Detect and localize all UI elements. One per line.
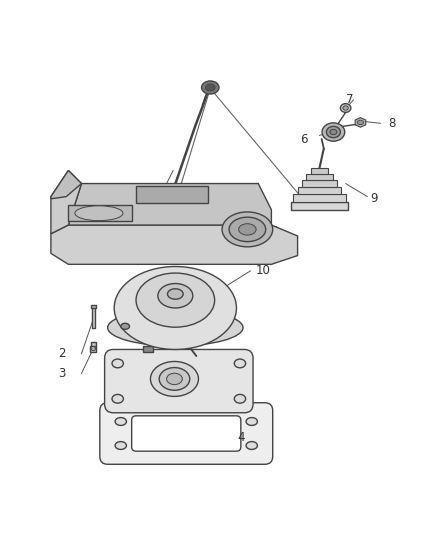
Ellipse shape bbox=[136, 273, 215, 327]
Text: 4: 4 bbox=[237, 431, 244, 444]
Ellipse shape bbox=[357, 120, 364, 125]
Ellipse shape bbox=[222, 212, 273, 247]
Ellipse shape bbox=[91, 346, 95, 351]
Ellipse shape bbox=[246, 441, 258, 449]
Ellipse shape bbox=[150, 361, 198, 397]
Text: 5: 5 bbox=[156, 190, 164, 203]
Ellipse shape bbox=[234, 359, 246, 368]
Polygon shape bbox=[306, 174, 332, 180]
Text: 9: 9 bbox=[370, 192, 378, 205]
Ellipse shape bbox=[322, 123, 345, 141]
Ellipse shape bbox=[115, 417, 127, 425]
Ellipse shape bbox=[234, 394, 246, 403]
Ellipse shape bbox=[112, 359, 124, 368]
Ellipse shape bbox=[108, 309, 243, 346]
Ellipse shape bbox=[121, 323, 130, 329]
Bar bbox=[91, 343, 96, 346]
Text: 8: 8 bbox=[388, 117, 395, 130]
Polygon shape bbox=[297, 187, 341, 195]
Polygon shape bbox=[51, 225, 297, 264]
Polygon shape bbox=[355, 118, 366, 127]
Bar bbox=[92, 306, 95, 328]
Text: 12: 12 bbox=[105, 251, 120, 264]
FancyBboxPatch shape bbox=[105, 350, 253, 413]
Ellipse shape bbox=[229, 217, 266, 241]
Bar bbox=[91, 305, 96, 309]
FancyBboxPatch shape bbox=[100, 403, 273, 464]
Ellipse shape bbox=[114, 266, 237, 350]
Ellipse shape bbox=[166, 373, 182, 385]
Text: 10: 10 bbox=[255, 264, 270, 277]
Ellipse shape bbox=[246, 417, 258, 425]
Ellipse shape bbox=[115, 441, 127, 449]
Polygon shape bbox=[51, 171, 81, 199]
Ellipse shape bbox=[330, 130, 337, 135]
Ellipse shape bbox=[201, 81, 219, 94]
Ellipse shape bbox=[340, 103, 351, 112]
Text: 6: 6 bbox=[300, 133, 308, 147]
Polygon shape bbox=[136, 185, 208, 203]
Polygon shape bbox=[68, 205, 132, 221]
Ellipse shape bbox=[326, 126, 340, 138]
Polygon shape bbox=[291, 202, 348, 210]
Polygon shape bbox=[51, 171, 81, 234]
Ellipse shape bbox=[112, 394, 124, 403]
Ellipse shape bbox=[343, 106, 348, 110]
Text: 11: 11 bbox=[266, 225, 281, 238]
Polygon shape bbox=[68, 183, 272, 225]
Ellipse shape bbox=[239, 224, 256, 235]
Text: 3: 3 bbox=[58, 367, 66, 380]
Ellipse shape bbox=[167, 289, 183, 299]
Text: 2: 2 bbox=[58, 348, 66, 360]
Ellipse shape bbox=[159, 368, 190, 390]
Polygon shape bbox=[302, 180, 337, 187]
Polygon shape bbox=[311, 168, 328, 174]
Ellipse shape bbox=[158, 284, 193, 308]
Ellipse shape bbox=[75, 206, 123, 221]
Text: 7: 7 bbox=[346, 93, 354, 106]
Bar bbox=[90, 345, 96, 352]
Polygon shape bbox=[293, 195, 346, 202]
Text: 1: 1 bbox=[230, 380, 238, 393]
Ellipse shape bbox=[205, 84, 215, 91]
FancyBboxPatch shape bbox=[132, 416, 241, 451]
Bar bbox=[143, 345, 152, 352]
